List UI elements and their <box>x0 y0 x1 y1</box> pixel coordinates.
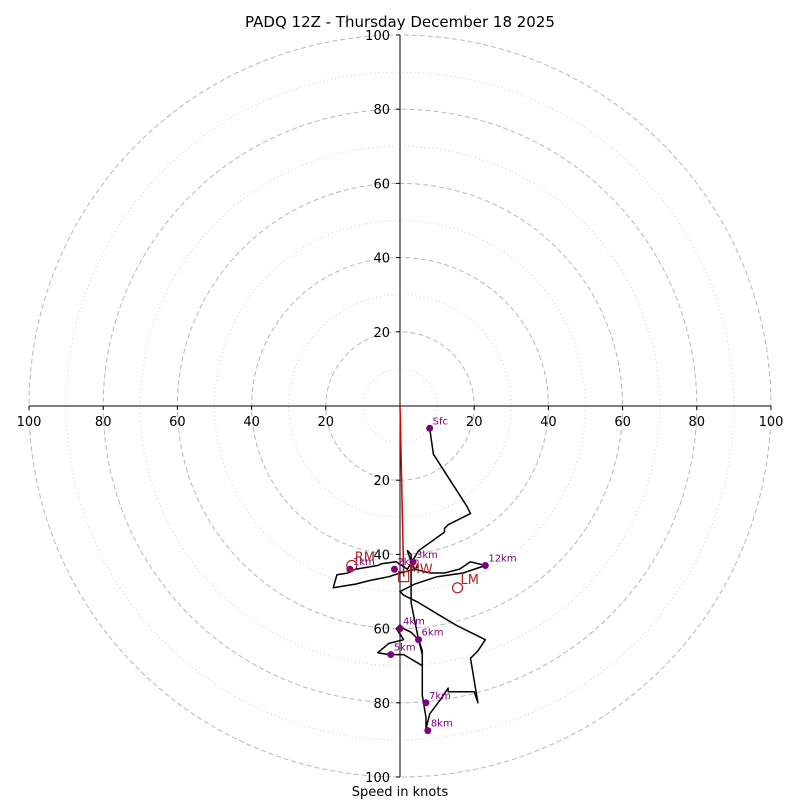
wind-trace <box>332 405 487 734</box>
altitude-point <box>390 565 398 573</box>
altitude-marker-3km: 3km <box>409 550 438 566</box>
altitude-marker-4km: 4km <box>396 617 425 633</box>
y-tick-label: 100 <box>365 771 390 786</box>
x-tick-label: 40 <box>540 415 557 430</box>
altitude-marker-6km: 6km <box>415 628 443 644</box>
altitude-marker-7km: 7km <box>422 691 451 707</box>
altitude-label: 6km <box>422 628 444 639</box>
storm-motion-symbol <box>451 582 464 594</box>
altitude-label: 4km <box>403 617 425 628</box>
x-tick-label: 80 <box>95 415 112 430</box>
x-tick-label: 80 <box>689 415 706 430</box>
altitude-marker-2km: 2km <box>390 557 419 573</box>
x-axis-label: Speed in knots <box>352 785 449 800</box>
tick-labels: 100 100 80 80 60 60 40 40 20 20 20 20 40 40 60 60 80 80 10… <box>17 29 784 786</box>
y-tick-label: 20 <box>373 326 390 341</box>
storm-motion-symbol <box>398 571 410 583</box>
y-tick-label: 60 <box>373 177 390 192</box>
altitude-label: 8km <box>431 719 453 730</box>
altitude-label: 7km <box>429 691 451 702</box>
altitude-marker-12km: 12km <box>481 554 517 570</box>
y-tick-label: 100 <box>365 29 390 44</box>
x-tick-label: 60 <box>169 415 186 430</box>
altitude-marker-sfc: Sfc <box>426 416 448 432</box>
storm-motion-label: RM <box>355 551 375 566</box>
y-tick-label: 40 <box>373 548 390 563</box>
y-tick-label: 40 <box>373 252 390 267</box>
mean-wind-vector <box>399 405 405 577</box>
hodograph-trace <box>332 428 487 734</box>
altitude-point <box>387 651 395 659</box>
x-tick-label: 60 <box>614 415 631 430</box>
y-tick-label: 60 <box>373 623 390 638</box>
storm-motion-label: MW <box>409 563 433 578</box>
storm-motion-lm: LM <box>451 573 479 594</box>
y-tick-label: 20 <box>373 474 390 489</box>
x-tick-label: 20 <box>318 415 335 430</box>
x-tick-label: 20 <box>466 415 483 430</box>
altitude-point <box>415 636 423 644</box>
altitude-label: 12km <box>488 554 516 565</box>
altitude-point <box>422 699 430 707</box>
x-tick-label: 100 <box>759 415 784 430</box>
storm-motion-label: LM <box>461 573 479 588</box>
storm-motion-mw: MW <box>398 563 433 583</box>
altitude-point <box>424 727 432 735</box>
altitude-point <box>481 562 489 570</box>
altitude-label: 1km <box>353 557 375 568</box>
storm-motion-rm: RM <box>346 551 375 572</box>
altitude-label: 3km <box>416 550 438 561</box>
x-tick-label: 40 <box>243 415 260 430</box>
storm-motion-symbol <box>346 559 358 572</box>
y-tick-label: 80 <box>373 697 390 712</box>
altitude-point <box>409 558 417 566</box>
altitude-point <box>396 625 404 633</box>
altitude-point <box>426 424 434 432</box>
y-tick-label: 80 <box>373 103 390 118</box>
storm-motion-markers: RM LM MW <box>346 551 479 594</box>
altitude-marker-8km: 8km <box>424 719 453 735</box>
x-tick-label: 100 <box>17 415 42 430</box>
altitude-label: 2km <box>397 557 419 568</box>
altitude-label: 5km <box>394 643 416 654</box>
altitude-label: Sfc <box>433 416 448 427</box>
altitude-marker-5km: 5km <box>387 643 416 659</box>
chart-title: PADQ 12Z - Thursday December 18 2025 <box>245 13 555 31</box>
